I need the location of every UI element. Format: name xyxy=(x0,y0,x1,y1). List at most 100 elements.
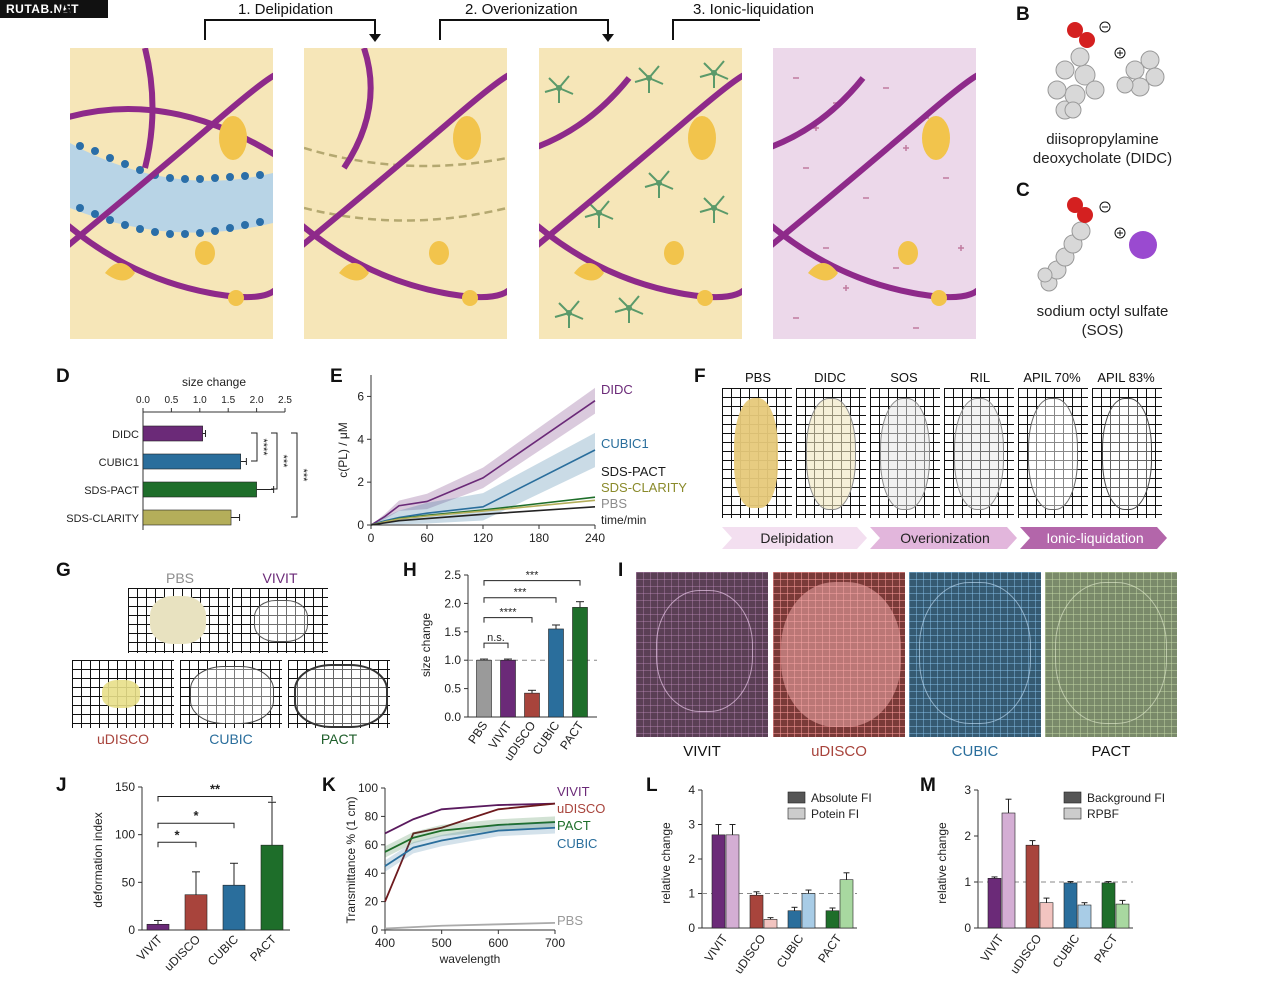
chart-l-bar xyxy=(749,894,764,929)
chart-j-sig-bracket xyxy=(157,822,235,829)
chart-m-ytick-label: 0 xyxy=(964,921,971,935)
chart-j-bar xyxy=(184,894,208,931)
g-image-udisco xyxy=(72,660,174,728)
chart-j-ytick-label: 150 xyxy=(115,780,135,794)
chart-e-xtick-label: 240 xyxy=(585,531,605,545)
watermark: RUTAB.NET xyxy=(0,0,108,18)
chart-m-ylabel: relative change xyxy=(935,822,949,904)
chart-k-ytick-label: 0 xyxy=(371,923,378,937)
i-label-vivit: VIVIT xyxy=(683,743,721,760)
chart-l-ytick-label: 1 xyxy=(688,887,695,901)
chart-k-series-line xyxy=(384,922,556,930)
col-label-ril: RIL xyxy=(969,370,991,385)
chart-h-sig-bracket xyxy=(483,580,581,586)
sos-caption-line1: sodium octyl sulfate xyxy=(1036,303,1169,320)
i-label-pact: PACT xyxy=(1091,743,1131,760)
chart-d-bar xyxy=(142,509,232,526)
chart-h-ytick-label: 2.0 xyxy=(444,596,461,610)
panel-a-tile-membrane xyxy=(70,48,273,339)
chart-e-ytick-label: 0 xyxy=(357,518,364,532)
brain-image-pbs xyxy=(722,388,792,518)
chart-l-category-label: uDISCO xyxy=(731,932,768,977)
band-label-delipidation: Delipidation xyxy=(760,530,834,546)
chart-k-series-line xyxy=(384,826,556,867)
chart-l-category-label: PACT xyxy=(815,931,845,965)
chart-m-category-label: CUBIC xyxy=(1050,931,1083,970)
brain-image-didc xyxy=(796,388,866,518)
chart-l-bar xyxy=(725,834,740,929)
chart-e-series-line xyxy=(370,400,596,526)
chart-m-legend-swatch xyxy=(1063,807,1082,820)
chart-h-sig-label: **** xyxy=(499,607,517,619)
chart-m-bar xyxy=(1039,902,1054,929)
chart-l-legend-swatch xyxy=(787,807,806,820)
chart-k-series-label: CUBIC xyxy=(557,836,597,851)
brain-image-sos xyxy=(870,388,940,518)
panel-a-tile-ionic-liquid xyxy=(773,48,976,339)
i-image-vivit xyxy=(636,572,768,737)
panel-letter-j: J xyxy=(56,775,67,796)
chart-e-xtick-label: 120 xyxy=(473,531,493,545)
chart-k-series-label: PACT xyxy=(557,818,591,833)
chart-k-series-label: PBS xyxy=(557,913,583,928)
g-label-cubic: CUBIC xyxy=(209,731,253,747)
chart-k-ytick-label: 80 xyxy=(365,809,379,823)
chart-d-sig-bracket xyxy=(291,432,298,518)
chart-k-ytick-label: 40 xyxy=(365,866,379,880)
chart-j-bar xyxy=(222,884,246,931)
chart-h-ytick-label: 1.5 xyxy=(444,625,461,639)
chart-k-ytick-label: 100 xyxy=(358,781,378,795)
chart-j-ylabel: deformation index xyxy=(91,812,105,907)
panel-letter-l: L xyxy=(646,775,658,796)
panel-letter-i: I xyxy=(618,560,624,581)
step-3-label: 3. Ionic-liquidation xyxy=(693,1,814,18)
chart-m-bar xyxy=(1063,882,1078,929)
chart-e-xlabel: time/min xyxy=(601,513,646,527)
chart-j-category-label: VIVIT xyxy=(134,932,166,964)
chart-k-series-line xyxy=(384,802,556,835)
col-label-didc: DIDC xyxy=(814,370,846,385)
chart-h-ytick-label: 1.0 xyxy=(444,653,461,667)
panel-a-tile-delipidated xyxy=(304,48,507,339)
panel-a-step-brackets xyxy=(204,19,760,42)
chart-e-series-label: DIDC xyxy=(601,382,633,397)
sos-molecule-model xyxy=(1037,197,1157,292)
chart-h-sig-bracket xyxy=(483,597,557,603)
chart-j-category-label: PACT xyxy=(247,932,279,964)
chart-l-bar xyxy=(711,834,726,929)
chart-k-confidence-band xyxy=(385,816,555,858)
i-image-cubic xyxy=(909,572,1041,737)
chart-k-series-label: uDISCO xyxy=(557,801,605,816)
chart-m-legend-label: Background FI xyxy=(1087,791,1165,805)
chart-h-bar xyxy=(500,659,516,718)
didc-caption-line1: diisopropylamine xyxy=(1046,131,1159,148)
chart-l-bar xyxy=(825,910,840,929)
chart-l-legend-label: Absolute FI xyxy=(811,791,872,805)
chart-h-sig-label: *** xyxy=(514,587,528,599)
chart-j-sig-label: * xyxy=(193,808,199,823)
chart-m-category-label: VIVIT xyxy=(978,931,1007,964)
chart-m-legend-label: RPBF xyxy=(1087,807,1119,821)
panel-letter-g: G xyxy=(56,560,71,581)
panel-f-column-labels: PBS DIDC SOS RIL APIL 70% APIL 83% xyxy=(722,370,1172,388)
brain-image-ril xyxy=(944,388,1014,518)
chart-l-ytick-label: 0 xyxy=(688,921,695,935)
chart-d-sig-bracket xyxy=(251,432,258,462)
col-label-apil83: APIL 83% xyxy=(1097,370,1155,385)
chart-e-confidence-band xyxy=(371,387,595,525)
chart-k-xlabel: wavelength xyxy=(439,952,501,966)
chart-m-legend-swatch xyxy=(1063,791,1082,804)
chart-e-ytick-label: 4 xyxy=(357,432,364,446)
chart-k-xtick-label: 500 xyxy=(432,936,452,950)
chart-e-xtick-label: 0 xyxy=(368,531,375,545)
chart-l-bar xyxy=(763,919,778,929)
chart-e-series-label: SDS-CLARITY xyxy=(601,480,687,495)
chart-j-category-label: CUBIC xyxy=(205,932,242,969)
chart-e-xtick-label: 60 xyxy=(420,531,434,545)
chart-d-category-label: CUBIC1 xyxy=(99,457,139,469)
chart-j-category-label: uDISCO xyxy=(162,932,203,973)
chart-d-title: size change xyxy=(182,375,246,389)
chart-m-bar xyxy=(1077,904,1092,929)
chart-l-category-label: CUBIC xyxy=(774,931,807,970)
